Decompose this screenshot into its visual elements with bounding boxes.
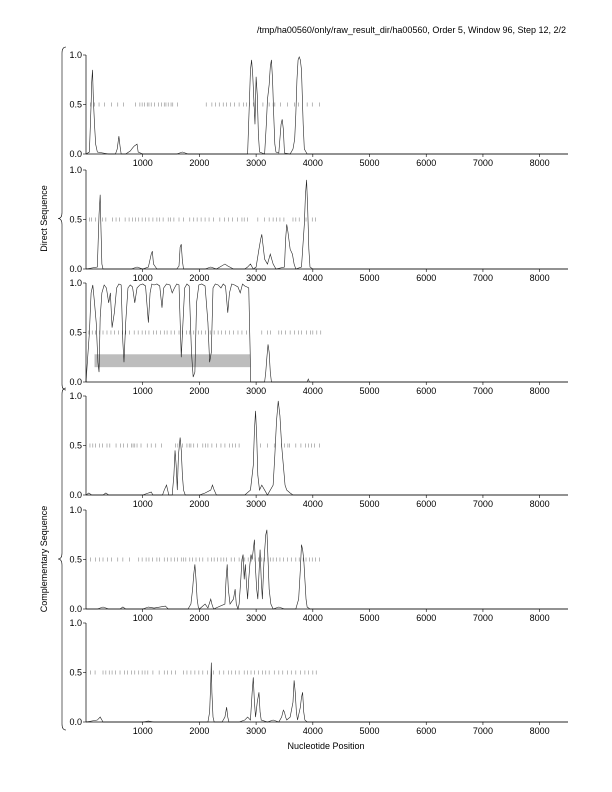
x-tick-label: 6000 (416, 726, 436, 736)
x-tick-label: 5000 (360, 386, 380, 396)
group-2: Complementary Sequence (39, 387, 67, 731)
y-tick-label: 0.5 (69, 555, 82, 565)
y-tick-label: 0.5 (69, 441, 82, 451)
x-tick-label: 4000 (303, 386, 323, 396)
score-line (85, 179, 568, 270)
x-axis-label: Nucleotide Position (287, 741, 364, 751)
group-brace (57, 46, 67, 391)
x-tick-label: 8000 (530, 726, 550, 736)
x-tick-label: 2000 (189, 273, 209, 283)
y-tick-label: 1.0 (69, 391, 82, 401)
x-tick-label: 3000 (246, 273, 266, 283)
x-tick-label: 6000 (416, 499, 436, 509)
y-tick-label: 1.0 (69, 505, 82, 515)
x-tick-label: 2000 (189, 158, 209, 168)
panel-3: 0.0 0.5 1.0 1000 2000 3000 4000 5000 6000 7000 800… (69, 278, 568, 396)
x-tick-label: 7000 (473, 499, 493, 509)
x-tick-label: 2000 (189, 726, 209, 736)
x-tick-label: 6000 (416, 158, 436, 168)
y-tick-label: 0.0 (69, 604, 82, 614)
group-1: Direct Sequence (39, 46, 67, 391)
x-tick-label: 5000 (360, 158, 380, 168)
score-line (86, 529, 568, 611)
y-tick-label: 1.0 (69, 278, 82, 288)
y-tick-label: 0.0 (69, 149, 82, 159)
x-tick-label: 3000 (246, 499, 266, 509)
highlight-region (94, 354, 251, 368)
x-tick-label: 1000 (133, 158, 153, 168)
x-tick-label: 4000 (303, 499, 323, 509)
x-tick-label: 8000 (530, 386, 550, 396)
y-tick-label: 0.0 (69, 264, 82, 274)
x-tick-label: 7000 (473, 726, 493, 736)
score-line (85, 283, 568, 383)
y-tick-label: 1.0 (69, 165, 82, 175)
x-tick-label: 7000 (473, 386, 493, 396)
x-tick-label: 1000 (133, 273, 153, 283)
x-tick-label: 5000 (360, 499, 380, 509)
x-tick-label: 1000 (133, 613, 153, 623)
y-tick-label: 0.0 (69, 717, 82, 727)
panel-6: 0.0 0.5 1.0 1000 2000 3000 4000 5000 6000 7000 800… (69, 618, 568, 736)
x-tick-label: 5000 (360, 273, 380, 283)
x-tick-label: 8000 (530, 499, 550, 509)
groups-layer: Direct Sequence Complementary Sequence (39, 46, 67, 731)
group-label: Complementary Sequence (39, 506, 49, 613)
x-tick-label: 3000 (246, 726, 266, 736)
x-tick-label: 3000 (246, 158, 266, 168)
x-tick-label: 5000 (360, 613, 380, 623)
x-tick-label: 4000 (303, 726, 323, 736)
x-tick-label: 5000 (360, 726, 380, 736)
x-tick-label: 1000 (133, 499, 153, 509)
y-tick-label: 1.0 (69, 50, 82, 60)
y-tick-label: 1.0 (69, 618, 82, 628)
y-tick-label: 0.5 (69, 668, 82, 678)
x-tick-label: 2000 (189, 613, 209, 623)
x-tick-label: 4000 (303, 273, 323, 283)
x-tick-label: 3000 (246, 386, 266, 396)
x-tick-label: 8000 (530, 273, 550, 283)
y-tick-label: 0.5 (69, 328, 82, 338)
panel-1: 0.0 0.5 1.0 1000 2000 3000 4000 5000 6000 7000 800… (69, 50, 568, 168)
x-tick-label: 2000 (189, 386, 209, 396)
panel-4: 0.0 0.5 1.0 1000 2000 3000 4000 5000 6000 7000 800… (69, 391, 568, 509)
x-tick-label: 6000 (416, 386, 436, 396)
panel-5: 0.0 0.5 1.0 1000 2000 3000 4000 5000 6000 7000 800… (69, 505, 568, 623)
score-line (85, 400, 568, 496)
x-tick-label: 7000 (473, 273, 493, 283)
x-tick-label: 6000 (416, 273, 436, 283)
x-tick-label: 4000 (303, 158, 323, 168)
x-tick-label: 6000 (416, 613, 436, 623)
x-tick-label: 7000 (473, 613, 493, 623)
page-title: /tmp/ha00560/only/raw_result_dir/ha00560… (256, 25, 566, 35)
y-tick-label: 0.0 (69, 377, 82, 387)
score-line (85, 662, 568, 723)
x-tick-label: 2000 (189, 499, 209, 509)
y-tick-label: 0.0 (69, 490, 82, 500)
y-tick-label: 0.5 (69, 100, 82, 110)
x-tick-label: 1000 (133, 726, 153, 736)
x-tick-label: 8000 (530, 613, 550, 623)
x-tick-label: 1000 (133, 386, 153, 396)
group-brace (57, 387, 67, 731)
x-tick-label: 8000 (530, 158, 550, 168)
group-label: Direct Sequence (39, 185, 49, 252)
panels-layer: 0.0 0.5 1.0 1000 2000 3000 4000 5000 6000 7000 800… (69, 50, 568, 736)
score-line (85, 56, 568, 155)
y-tick-label: 0.5 (69, 215, 82, 225)
x-tick-label: 4000 (303, 613, 323, 623)
x-tick-label: 7000 (473, 158, 493, 168)
x-tick-label: 3000 (246, 613, 266, 623)
panel-2: 0.0 0.5 1.0 1000 2000 3000 4000 5000 6000 7000 800… (69, 165, 568, 283)
